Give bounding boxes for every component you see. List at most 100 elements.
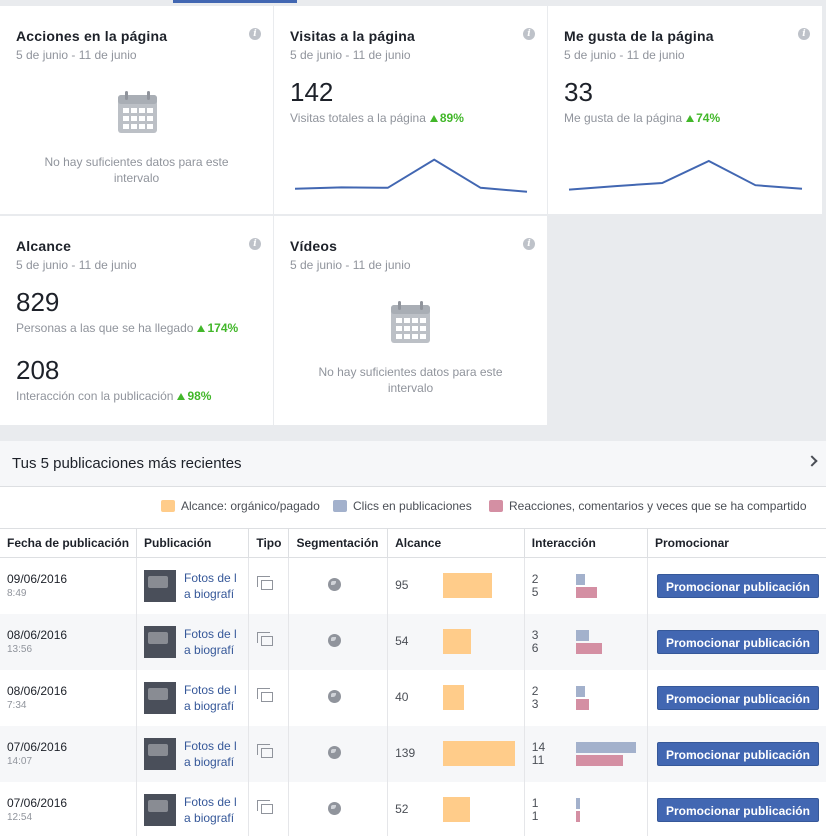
info-icon[interactable]: i (523, 28, 535, 40)
reach-value: 52 (395, 801, 409, 816)
column-header-publication[interactable]: Publicación (136, 528, 249, 558)
photo-album-icon (257, 743, 274, 758)
clicks-value: 2 (531, 683, 539, 698)
info-icon[interactable]: i (798, 28, 810, 40)
reactions-value: 3 (531, 696, 539, 711)
metric-label-secondary: Interacción con la publicación 98% (16, 389, 211, 403)
section-title: Tus 5 publicaciones más recientes (12, 455, 242, 472)
card-date: 5 de junio - 11 de junio (564, 48, 685, 62)
empty-message: No hay suficientes datos para este inter… (318, 365, 503, 395)
post-thumbnail[interactable] (144, 793, 177, 826)
post-link-line[interactable]: Fotos de l (184, 570, 237, 585)
post-link-line[interactable]: a biografí (184, 642, 235, 657)
post-thumbnail[interactable] (144, 569, 177, 602)
post-link-line[interactable]: Fotos de l (184, 738, 237, 753)
legend-swatch (489, 500, 503, 512)
reach-cell: 139 (387, 725, 525, 782)
metric-label: Personas a las que se ha llegado 174% (16, 321, 238, 335)
info-icon[interactable]: i (249, 238, 261, 250)
info-icon[interactable]: i (523, 238, 535, 250)
promote-post-button[interactable]: Promocionar publicación (656, 741, 819, 766)
column-header-promote[interactable]: Promocionar (646, 528, 826, 558)
top-tab-strip (0, 0, 826, 6)
targeting-cell (288, 613, 388, 670)
sparkline-chart (294, 158, 528, 193)
globe-icon (328, 745, 342, 759)
reactions-bar (575, 810, 580, 822)
interaction-cell: 14 11 (523, 725, 648, 782)
column-header-date[interactable]: Fecha de publicación (0, 528, 137, 558)
post-link-line[interactable]: a biografí (184, 810, 235, 825)
post-link-line[interactable]: Fotos de l (184, 626, 237, 641)
legend-reach: Alcance: orgánico/pagado (161, 499, 320, 513)
reach-bar (443, 741, 516, 766)
info-icon[interactable]: i (249, 28, 261, 40)
clicks-bar (575, 573, 585, 585)
post-thumbnail[interactable] (144, 681, 177, 714)
date-cell: 07/06/2016 12:54 (0, 782, 137, 836)
recent-posts-header[interactable]: Tus 5 publicaciones más recientes (0, 441, 826, 487)
post-link-line[interactable]: a biografí (184, 586, 235, 601)
photo-album-icon (257, 575, 274, 590)
chevron-right-icon[interactable] (806, 455, 818, 467)
promote-post-button[interactable]: Promocionar publicación (656, 797, 819, 822)
metric-label-text: Personas a las que se ha llegado (16, 321, 194, 335)
reactions-bar (575, 698, 589, 710)
legend-label: Reacciones, comentarios y veces que se h… (509, 499, 807, 513)
sparkline-series (294, 158, 528, 193)
promote-cell: Promocionar publicación (646, 669, 826, 726)
posts-table: Fecha de publicación Publicación Tipo Se… (0, 528, 826, 836)
promote-post-button[interactable]: Promocionar publicación (656, 685, 819, 710)
column-header-type[interactable]: Tipo (248, 528, 289, 558)
promote-post-button[interactable]: Promocionar publicación (656, 629, 819, 654)
targeting-cell (288, 557, 388, 614)
clicks-value: 14 (531, 739, 546, 754)
card-title: Acciones en la página (16, 28, 168, 44)
post-thumbnail[interactable] (144, 625, 177, 658)
targeting-cell (288, 725, 388, 782)
post-link-line[interactable]: a biografí (184, 754, 235, 769)
card-date: 5 de junio - 11 de junio (16, 258, 137, 272)
promote-post-button[interactable]: Promocionar publicación (656, 573, 819, 598)
post-link-line[interactable]: Fotos de l (184, 794, 237, 809)
reactions-bar (575, 586, 597, 598)
reach-value: 95 (395, 577, 409, 592)
card-title: Vídeos (290, 238, 338, 254)
reach-bar (443, 629, 472, 654)
photo-album-icon (257, 631, 274, 646)
reach-value: 139 (395, 745, 416, 760)
active-tab-indicator (173, 0, 297, 3)
column-header-interaction[interactable]: Interacción (523, 528, 648, 558)
metric-change-value: 74% (696, 111, 721, 125)
reactions-value: 1 (531, 808, 539, 823)
post-thumbnail[interactable] (144, 737, 177, 770)
post-time: 8:49 (7, 588, 27, 600)
post-link-line[interactable]: Fotos de l (184, 682, 237, 697)
date-cell: 08/06/2016 7:34 (0, 670, 137, 726)
globe-icon (328, 689, 342, 703)
metric-label-text: Interacción con la publicación (16, 389, 174, 403)
reach-cell: 40 (387, 669, 525, 726)
column-header-targeting[interactable]: Segmentación (288, 528, 388, 558)
reactions-bar (575, 642, 602, 654)
column-header-reach[interactable]: Alcance (387, 528, 525, 558)
photo-album-icon (257, 799, 274, 814)
metric-change-value: 98% (187, 389, 212, 403)
reach-cell: 95 (387, 557, 525, 614)
reactions-bar (575, 754, 623, 766)
post-link-line[interactable]: a biografí (184, 698, 235, 713)
interaction-bars (575, 797, 580, 822)
